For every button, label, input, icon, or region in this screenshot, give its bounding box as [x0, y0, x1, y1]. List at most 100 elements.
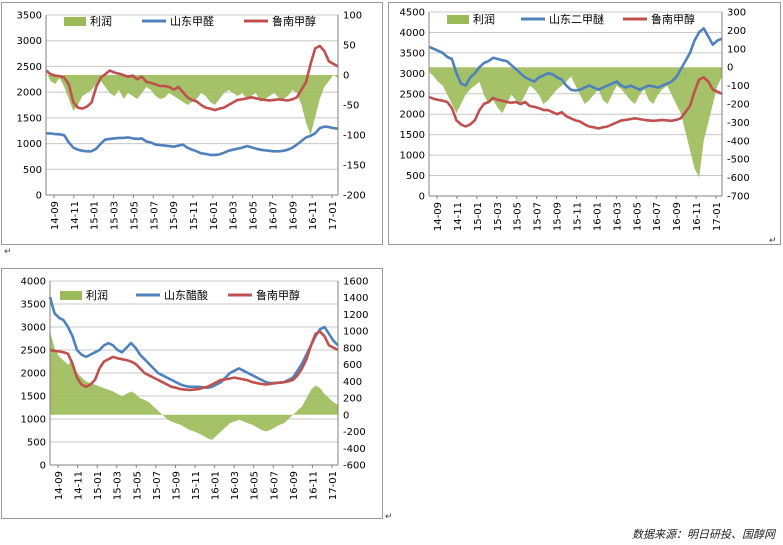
x-tick-label: 16-03	[612, 202, 623, 231]
山东二甲醚-line	[428, 27, 723, 92]
x-tick-label: 15-11	[191, 471, 202, 500]
x-tick-label: 16-01	[209, 201, 220, 230]
x-tick-label: 14-11	[453, 202, 464, 231]
y-tick-label-left: 4000	[400, 28, 425, 39]
x-tick-label: 16-07	[269, 471, 280, 500]
y-tick-label-right: 100	[343, 11, 362, 22]
y-tick-label-left: 0	[40, 461, 46, 472]
chart-panel-acetic: 0 500 1000 1500 2000 2500 3000 3500 4000 -600 -400…	[1, 268, 383, 519]
x-tick-label: 15-07	[152, 471, 163, 500]
x-tick-label: 15-07	[149, 201, 160, 230]
x-tick-label: 16-07	[268, 201, 279, 230]
y-tick-label-right: -400	[727, 136, 750, 147]
x-tick-label: 16-03	[229, 201, 240, 230]
x-tick-label: 17-01	[328, 471, 339, 500]
y-tick-label-right: 1200	[343, 310, 368, 321]
profit-area	[46, 72, 338, 135]
x-tick-label: 14-09	[50, 201, 61, 230]
y-tick-label-left: 4500	[400, 8, 425, 19]
legend-label: 鲁南甲醇	[651, 12, 695, 26]
x-tick-label: 15-11	[573, 202, 584, 231]
x-tick-label: 16-03	[230, 471, 241, 500]
x-tick-label: 15-03	[110, 201, 121, 230]
y-tick-label-left: 3000	[21, 323, 46, 334]
y-tick-label-right: 1400	[343, 293, 368, 304]
x-tick-label: 15-05	[513, 202, 524, 231]
legend-label: 利润	[86, 288, 108, 302]
legend-label: 鲁南甲醇	[256, 288, 300, 302]
x-tick-label: 15-05	[129, 201, 140, 230]
y-tick-label-right: 800	[343, 343, 362, 354]
y-tick-label-right: 1000	[343, 327, 368, 338]
paragraph-mark: ↵	[769, 236, 777, 246]
y-tick-label-right: 100	[727, 44, 746, 55]
y-tick-label-left: 500	[406, 171, 425, 182]
legend-label: 利润	[90, 14, 112, 28]
x-tick-label: 15-03	[493, 202, 504, 231]
x-tick-label: 16-05	[249, 201, 260, 230]
source-note: 数据来源：明日研投、国醇网	[632, 528, 775, 541]
legend-label: 山东甲醛	[170, 14, 214, 28]
y-tick-label-left: 2500	[17, 62, 42, 73]
y-tick-label-left: 2000	[17, 88, 42, 99]
legend-label: 山东二甲醚	[549, 12, 604, 26]
y-tick-label-left: 1000	[400, 151, 425, 162]
y-tick-label-right: -100	[727, 81, 750, 92]
chart-panel-dme-left: 0 500 1000 1500 2000 2500 3000 3500 -200 -150 -100…	[1, 2, 383, 245]
y-tick-label-right: -300	[727, 118, 750, 129]
y-tick-label-right: 200	[727, 26, 746, 37]
y-tick-label-left: 3500	[21, 300, 46, 311]
x-tick-label: 16-01	[592, 202, 603, 231]
paragraph-mark: ↵	[4, 247, 12, 257]
legend-label: 鲁南甲醇	[272, 14, 316, 28]
y-tick-label-left: 2000	[400, 110, 425, 121]
y-tick-label-right: 0	[343, 71, 349, 82]
x-tick-label: 14-09	[433, 202, 444, 231]
x-tick-label: 16-09	[672, 202, 683, 231]
x-tick-label: 14-11	[74, 471, 85, 500]
chart-1-svg: 0500100015002000250030003500-200-150-100…	[17, 11, 366, 231]
y-tick-label-right: -200	[727, 100, 750, 111]
y-tick-label-right: -600	[727, 173, 750, 184]
x-tick-label: 16-11	[692, 202, 703, 231]
y-tick-label-right: -400	[343, 444, 366, 455]
x-tick-label: 15-07	[533, 202, 544, 231]
x-tick-label: 15-01	[93, 471, 104, 500]
x-tick-label: 15-05	[132, 471, 143, 500]
y-tick-label-right: -700	[727, 192, 750, 203]
x-tick-label: 16-11	[308, 471, 319, 500]
y-tick-label-right: 0	[727, 63, 733, 74]
legend-label: 利润	[473, 12, 495, 26]
y-tick-label-left: 500	[23, 165, 42, 176]
chart-3-svg: 05001000150020002500300035004000-600-400…	[21, 277, 369, 501]
y-tick-label-left: 0	[36, 191, 42, 202]
chart-2-svg: 050010001500200025003000350040004500-700…	[400, 8, 750, 232]
y-tick-label-right: -50	[343, 101, 359, 112]
profit-area	[429, 67, 722, 178]
x-tick-label: 16-05	[250, 471, 261, 500]
y-tick-label-right: -150	[343, 161, 366, 172]
y-tick-label-left: 500	[27, 438, 46, 449]
y-tick-label-left: 1000	[21, 415, 46, 426]
x-tick-label: 16-05	[632, 202, 643, 231]
x-tick-label: 16-01	[211, 471, 222, 500]
鲁南甲醇-line	[49, 330, 339, 392]
y-tick-label-left: 2500	[400, 89, 425, 100]
y-tick-label-right: -600	[343, 461, 366, 472]
y-tick-label-right: 50	[343, 41, 356, 52]
x-tick-label: 15-11	[189, 201, 200, 230]
y-tick-label-left: 1500	[21, 392, 46, 403]
y-tick-label-right: 0	[343, 410, 349, 421]
y-tick-label-right: -200	[343, 427, 366, 438]
y-tick-label-right: -100	[343, 131, 366, 142]
legend-label: 山东醋酸	[164, 288, 208, 302]
x-tick-label: 15-01	[90, 201, 101, 230]
y-tick-label-left: 3500	[400, 48, 425, 59]
legend-swatch-profit	[447, 15, 469, 24]
y-tick-label-left: 3000	[17, 36, 42, 47]
y-tick-label-right: 400	[343, 377, 362, 388]
x-tick-label: 15-03	[113, 471, 124, 500]
y-tick-label-left: 1500	[17, 113, 42, 124]
x-tick-label: 15-09	[171, 471, 182, 500]
x-tick-label: 14-11	[70, 201, 81, 230]
